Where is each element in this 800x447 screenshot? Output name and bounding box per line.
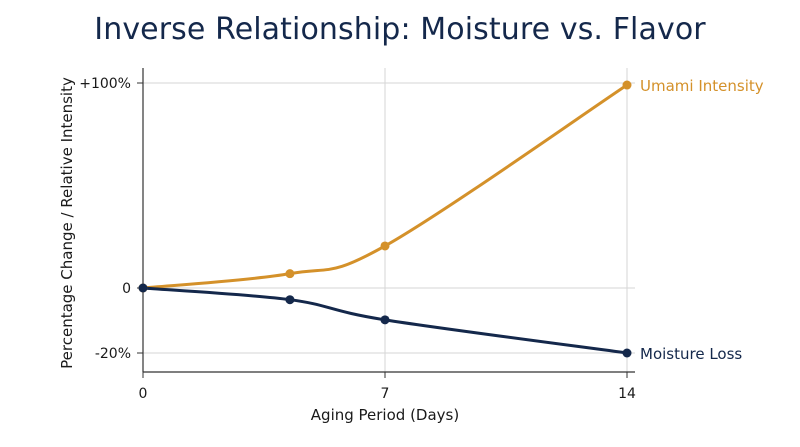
data-point-moisture-loss (380, 315, 390, 325)
series-line-umami-intensity (141, 83, 629, 290)
grid-lines (143, 68, 635, 372)
x-tick-label: 7 (381, 386, 390, 402)
x-tick-label: 0 (139, 386, 148, 402)
x-axis-title: Aging Period (Days) (311, 406, 459, 424)
data-point-moisture-loss (138, 283, 148, 293)
tick-labels: +100% 0 -20% 0 7 14 (79, 76, 636, 402)
series-label-umami-intensity: Umami Intensity (640, 77, 764, 95)
y-tick-label: -20% (95, 346, 131, 362)
data-point-umami-intensity (380, 241, 390, 251)
series-line-moisture-loss (141, 286, 629, 355)
x-tick-label: 14 (618, 386, 636, 402)
axes (137, 68, 635, 378)
y-tick-label: +100% (79, 76, 131, 92)
y-tick-label: 0 (122, 281, 131, 297)
data-point-moisture-loss (622, 348, 632, 358)
series-label-moisture-loss: Moisture Loss (640, 345, 742, 363)
y-axis-title: Percentage Change / Relative Intensity (58, 77, 76, 369)
data-point-moisture-loss (285, 295, 295, 305)
data-points (138, 80, 632, 358)
data-point-umami-intensity (285, 269, 295, 279)
series-labels: Umami Intensity Moisture Loss (640, 77, 764, 363)
series-lines (141, 83, 629, 355)
data-point-umami-intensity (622, 80, 632, 90)
chart-title: Inverse Relationship: Moisture vs. Flavo… (94, 12, 706, 47)
